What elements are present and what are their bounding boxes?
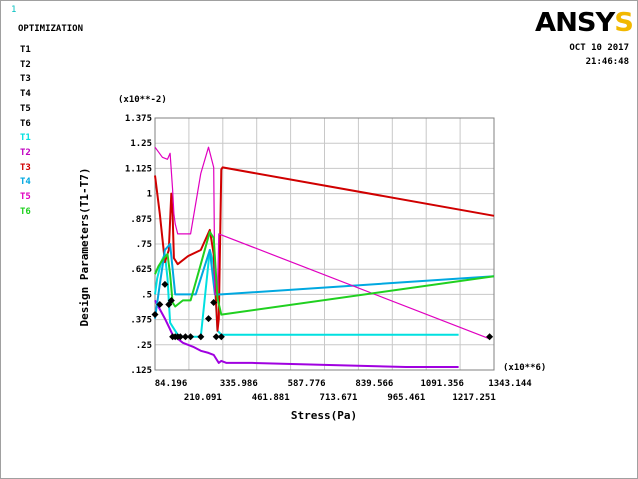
y-multiplier-label: (x10**-2): [118, 95, 167, 105]
legend-series-entry: T4: [20, 177, 31, 188]
y-tick-label: .125: [130, 366, 152, 376]
x-tick-label: 1343.144: [488, 379, 532, 389]
x-axis-label: Stress(Pa): [291, 409, 357, 422]
y-tick-label: .25: [136, 341, 152, 351]
legend-entry: T6: [20, 118, 31, 129]
data-marker: [176, 333, 184, 341]
x-multiplier-label: (x10**6): [503, 363, 546, 373]
y-tick-label: .75: [136, 240, 152, 250]
data-marker: [156, 300, 164, 308]
series-line-t5: [154, 146, 490, 340]
series-line-t2: [154, 299, 459, 368]
x-tick-label: 1217.251: [452, 393, 495, 403]
legend-series-entry: T3: [20, 162, 31, 173]
plot-title: OPTIMIZATION: [18, 24, 84, 34]
x-tick-label: 839.566: [355, 379, 393, 389]
data-marker: [217, 333, 225, 341]
legend-entry: T1: [20, 45, 31, 55]
y-tick-label: 1: [147, 190, 152, 200]
y-tick-label: .875: [130, 215, 152, 225]
data-marker: [181, 333, 189, 341]
y-tick-label: 1.125: [125, 164, 152, 174]
y-tick-label: 1.375: [125, 114, 152, 124]
x-tick-label: 335.986: [220, 379, 258, 389]
y-axis-label: Design Parameters(T1-T7): [78, 168, 91, 327]
data-marker: [205, 315, 213, 323]
x-tick-label: 461.881: [252, 393, 290, 403]
date-label: OCT 10 2017: [569, 43, 629, 53]
y-tick-label: .5: [141, 290, 152, 300]
legend-series-entry: T5: [20, 192, 31, 203]
ansys-logo: ANSYS: [535, 8, 634, 38]
data-marker: [212, 333, 220, 341]
series-line-t6: [154, 230, 495, 316]
legend-series-entry: T1: [20, 133, 31, 144]
legend-entry: T4: [20, 89, 31, 100]
x-tick-label: 713.671: [320, 393, 358, 403]
x-tick-label: 84.196: [155, 379, 188, 389]
x-tick-label: 210.091: [184, 393, 222, 403]
data-marker: [210, 298, 218, 306]
y-tick-label: .375: [130, 316, 152, 326]
data-marker: [167, 296, 175, 304]
legend-entry: T5: [20, 103, 31, 114]
x-tick-label: 965.461: [387, 393, 425, 403]
y-tick-label: .625: [130, 265, 152, 275]
x-tick-label: 587.776: [288, 379, 326, 389]
plot-frame: [154, 117, 495, 371]
x-tick-label: 1091.356: [421, 379, 464, 389]
data-marker: [197, 333, 205, 341]
data-marker: [486, 333, 494, 341]
data-marker: [161, 280, 169, 288]
data-marker: [151, 311, 159, 319]
legend-series-entry: T6: [20, 206, 31, 217]
time-label: 21:46:48: [585, 57, 629, 67]
legend-entry: T3: [20, 74, 31, 85]
window-number: 1: [11, 5, 17, 15]
y-tick-label: 1.25: [130, 139, 152, 149]
data-marker: [187, 333, 195, 341]
legend: T1 T2 T3 T4 T5 T6 T1 T2 T3 T4 T5 T6: [20, 43, 31, 219]
legend-entry: T2: [20, 59, 31, 70]
legend-series-entry: T2: [20, 147, 31, 158]
